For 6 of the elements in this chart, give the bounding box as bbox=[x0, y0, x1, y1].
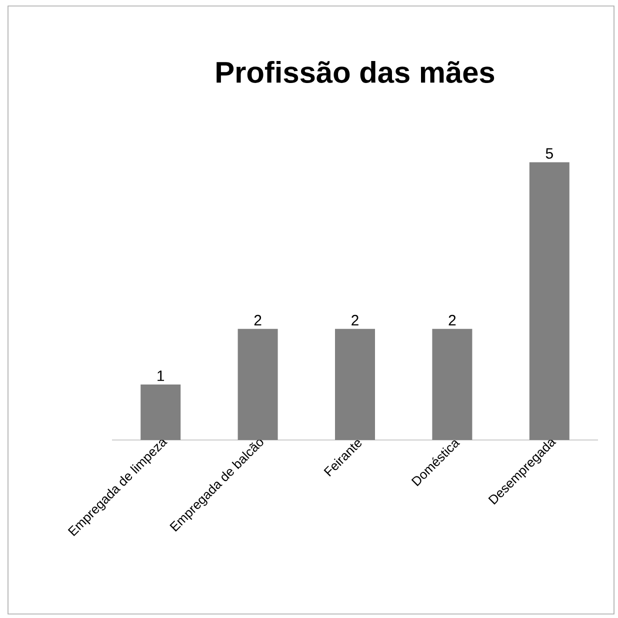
data-label: 5 bbox=[546, 148, 553, 159]
data-label: 2 bbox=[254, 314, 262, 326]
data-label: 2 bbox=[352, 314, 358, 326]
data-label: 1 bbox=[158, 370, 164, 381]
data-label: 2 bbox=[448, 314, 456, 326]
chart-title: Profissão das mães bbox=[216, 61, 494, 83]
